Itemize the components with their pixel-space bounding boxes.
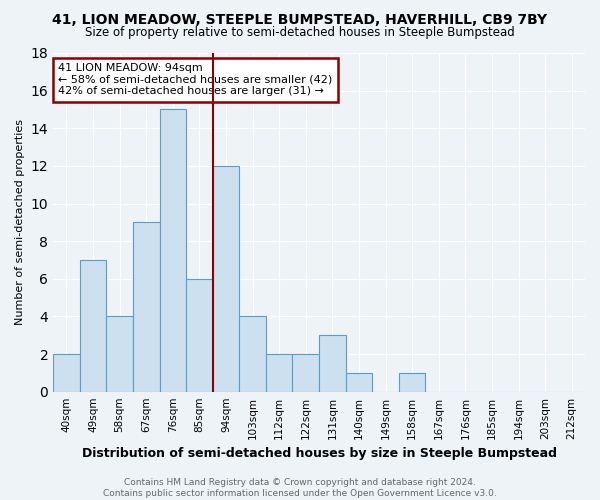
Bar [160, 110, 186, 392]
Bar [106, 316, 133, 392]
Bar [133, 222, 160, 392]
Bar [399, 373, 425, 392]
Bar [186, 279, 213, 392]
Bar [213, 166, 239, 392]
Bar [239, 316, 266, 392]
Text: 41, LION MEADOW, STEEPLE BUMPSTEAD, HAVERHILL, CB9 7BY: 41, LION MEADOW, STEEPLE BUMPSTEAD, HAVE… [52, 12, 548, 26]
X-axis label: Distribution of semi-detached houses by size in Steeple Bumpstead: Distribution of semi-detached houses by … [82, 447, 557, 460]
Text: Size of property relative to semi-detached houses in Steeple Bumpstead: Size of property relative to semi-detach… [85, 26, 515, 39]
Bar [53, 354, 80, 392]
Text: 41 LION MEADOW: 94sqm
← 58% of semi-detached houses are smaller (42)
42% of semi: 41 LION MEADOW: 94sqm ← 58% of semi-deta… [58, 63, 333, 96]
Bar [292, 354, 319, 392]
Bar [346, 373, 372, 392]
Bar [80, 260, 106, 392]
Bar [266, 354, 292, 392]
Bar [319, 335, 346, 392]
Y-axis label: Number of semi-detached properties: Number of semi-detached properties [15, 120, 25, 326]
Text: Contains HM Land Registry data © Crown copyright and database right 2024.
Contai: Contains HM Land Registry data © Crown c… [103, 478, 497, 498]
